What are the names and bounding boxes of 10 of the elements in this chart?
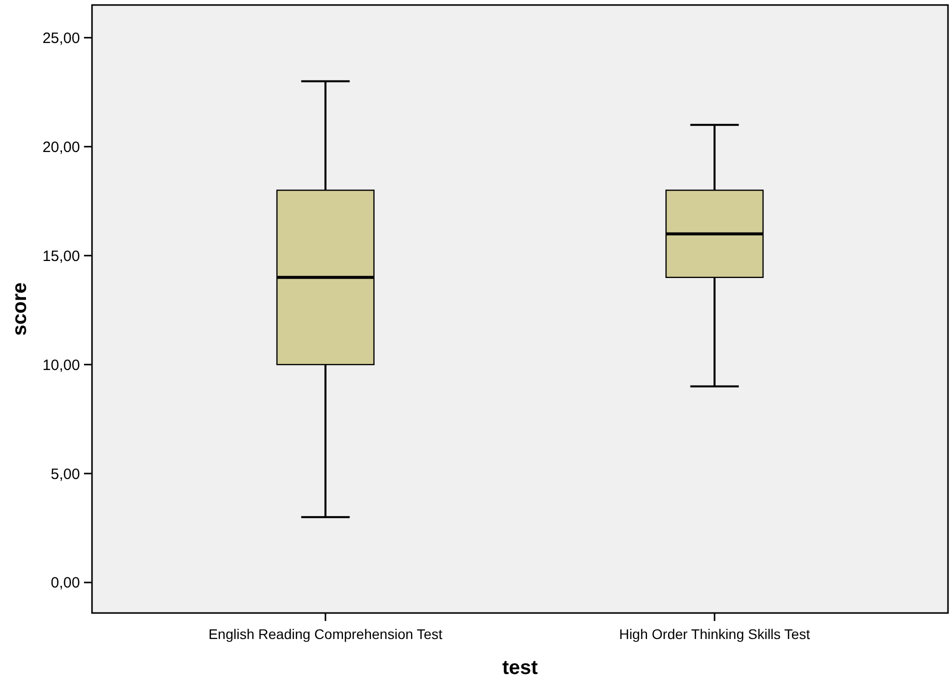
y-tick-label: 5,00	[50, 466, 80, 483]
y-axis-title: score	[9, 282, 31, 336]
x-tick-label: High Order Thinking Skills Test	[619, 626, 810, 642]
y-tick-label: 20,00	[42, 138, 80, 156]
y-tick-label: 0,00	[50, 574, 80, 592]
y-tick-label: 25,00	[42, 30, 80, 47]
x-tick-label: English Reading Comprehension Test	[208, 626, 443, 642]
y-tick-label: 10,00	[42, 356, 80, 374]
x-axis-title: test	[502, 657, 538, 679]
y-tick-label: 15,00	[42, 248, 80, 265]
